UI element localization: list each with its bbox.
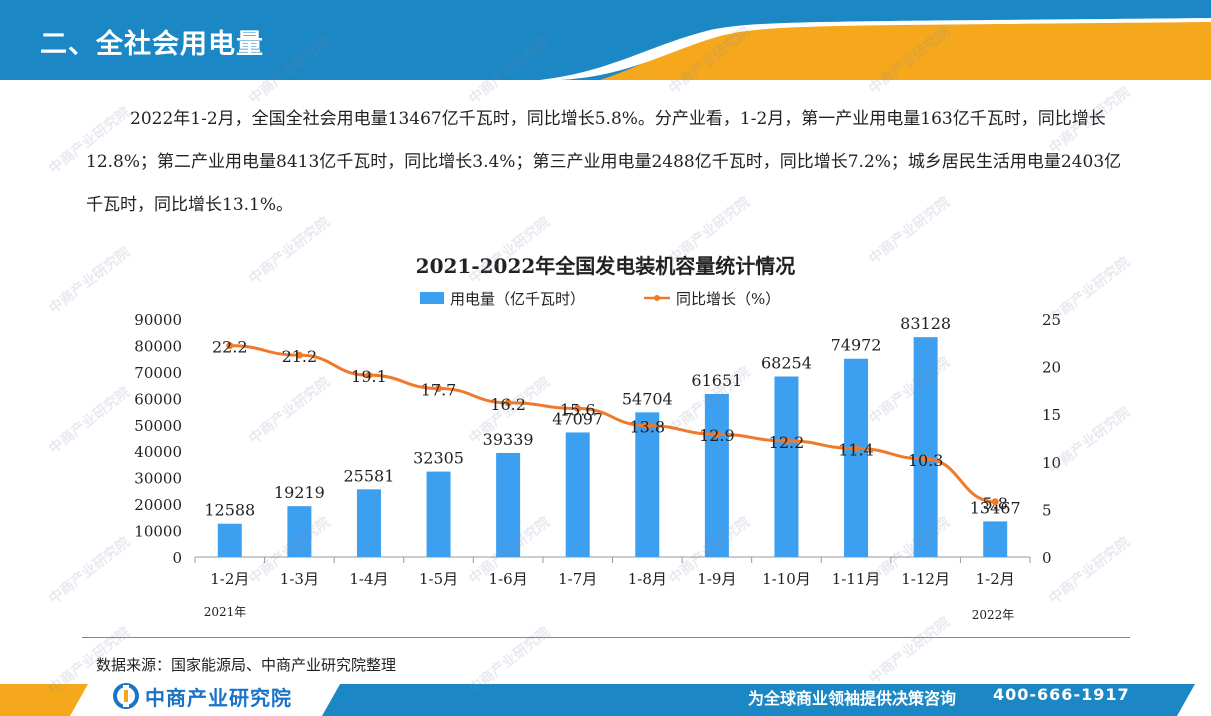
x-tick-label: 1-5月 <box>419 570 458 588</box>
y-left-tick-label: 90000 <box>134 311 182 329</box>
bar-value-label: 13467 <box>970 498 1021 517</box>
growth-value-label: 10.3 <box>908 451 944 470</box>
growth-value-label: 16.2 <box>490 395 526 414</box>
growth-point <box>713 430 721 438</box>
bar-value-label: 32305 <box>413 449 464 468</box>
year-label-start: 2021年 <box>204 605 247 619</box>
growth-point <box>574 404 582 412</box>
growth-value-label: 13.8 <box>629 418 665 437</box>
bar-value-label: 61651 <box>691 371 742 390</box>
x-tick-label: 1-7月 <box>558 570 597 588</box>
year-label-end: 2022年 <box>972 608 1015 622</box>
x-tick-label: 1-9月 <box>697 570 736 588</box>
y-left-tick-label: 50000 <box>134 417 182 435</box>
chart-title: 2021-2022年全国发电装机容量统计情况 <box>415 254 796 278</box>
growth-value-label: 19.1 <box>351 367 387 386</box>
bar-value-label: 74972 <box>831 336 882 355</box>
growth-value-label: 15.6 <box>560 400 596 419</box>
growth-point <box>991 498 999 506</box>
y-right-tick-label: 5 <box>1042 501 1052 519</box>
bar <box>496 452 521 557</box>
growth-value-label: 22.2 <box>212 338 248 357</box>
growth-point <box>782 437 790 445</box>
bar <box>287 506 312 557</box>
bar <box>426 471 451 557</box>
bar <box>913 337 938 557</box>
legend-label-growth: 同比增长（%） <box>676 290 780 308</box>
y-left-tick-label: 30000 <box>134 470 182 488</box>
y-right-tick-label: 25 <box>1042 311 1061 329</box>
growth-point <box>852 444 860 452</box>
legend-label-bars: 用电量（亿千瓦时） <box>450 290 585 308</box>
chart: 用电量（亿千瓦时） 同比增长（%） 0 10000 20000 30000 40000 500… <box>134 290 1061 622</box>
y-left-tick-label: 60000 <box>134 390 182 408</box>
bar-value-label: 19219 <box>274 483 325 502</box>
bar <box>635 412 660 557</box>
bar-value-label: 47097 <box>552 409 603 428</box>
footer-slogan: 为全球商业领袖提供决策咨询 <box>748 689 957 708</box>
x-tick-label: 1-10月 <box>762 570 811 588</box>
footer-bar <box>0 680 1211 716</box>
logo-icon <box>113 683 139 709</box>
growth-point <box>435 384 443 392</box>
legend-marker-growth <box>654 295 660 301</box>
bar <box>774 376 799 557</box>
bar <box>983 521 1008 557</box>
x-tick-label: 1-12月 <box>901 570 950 588</box>
bar <box>356 489 381 557</box>
x-tick-label: 1-8月 <box>628 570 667 588</box>
growth-value-label: 11.4 <box>838 440 874 459</box>
logo-text: 中商产业研究院 <box>145 685 292 710</box>
header-banner: 二、全社会用电量 <box>0 0 1211 80</box>
x-tick-label: 1-4月 <box>349 570 388 588</box>
y-left-tick-label: 0 <box>172 549 182 567</box>
bar-value-label: 83128 <box>900 314 951 333</box>
x-tick-label: 1-6月 <box>489 570 528 588</box>
x-tick-label: 1-11月 <box>832 570 881 588</box>
divider <box>82 637 1130 638</box>
footer-phone: 400-666-1917 <box>993 685 1130 704</box>
x-tick-label: 1-2月 <box>210 570 249 588</box>
header-background <box>0 0 1211 80</box>
growth-value-label: 21.2 <box>282 347 318 366</box>
bar-value-label: 39339 <box>483 430 534 449</box>
growth-point <box>643 422 651 430</box>
y-left-tick-label: 20000 <box>134 496 182 514</box>
bar-value-label: 12588 <box>204 501 255 520</box>
bar <box>844 358 869 557</box>
legend-swatch-bars <box>420 292 444 304</box>
page-title: 二、全社会用电量 <box>40 29 264 60</box>
bar-value-label: 54704 <box>622 389 673 408</box>
growth-point <box>365 371 373 379</box>
bar-value-label: 68254 <box>761 354 812 373</box>
footer-background <box>0 684 1195 716</box>
data-source: 数据来源：国家能源局、中商产业研究院整理 <box>96 656 397 674</box>
y-right-tick-label: 0 <box>1042 549 1052 567</box>
y-left-tick-label: 10000 <box>134 523 182 541</box>
growth-line <box>229 344 996 504</box>
y-left-tick-label: 70000 <box>134 364 182 382</box>
growth-value-label: 17.7 <box>421 380 457 399</box>
growth-point <box>504 399 512 407</box>
bar <box>704 393 729 557</box>
y-right-tick-label: 10 <box>1042 454 1061 472</box>
summary-paragraph: 2022年1-2月，全国全社会用电量13467亿千瓦时，同比增长5.8%。分产业… <box>86 109 1122 215</box>
growth-point <box>226 342 234 350</box>
x-tick-label: 1-2月 <box>976 570 1015 588</box>
y-left-tick-label: 80000 <box>134 337 182 355</box>
bar <box>217 523 242 557</box>
bar <box>565 432 590 557</box>
growth-point <box>295 351 303 359</box>
growth-value-label: 5.8 <box>982 494 1007 513</box>
y-right-tick-label: 20 <box>1042 359 1061 377</box>
growth-point <box>922 455 930 463</box>
footer-logo: 中商产业研究院 <box>113 682 292 710</box>
growth-value-label: 12.2 <box>769 433 805 452</box>
bar-value-label: 25581 <box>344 466 395 485</box>
y-left-tick-label: 40000 <box>134 443 182 461</box>
growth-value-label: 12.9 <box>699 426 735 445</box>
x-tick-label: 1-3月 <box>280 570 319 588</box>
y-right-tick-label: 15 <box>1042 406 1061 424</box>
